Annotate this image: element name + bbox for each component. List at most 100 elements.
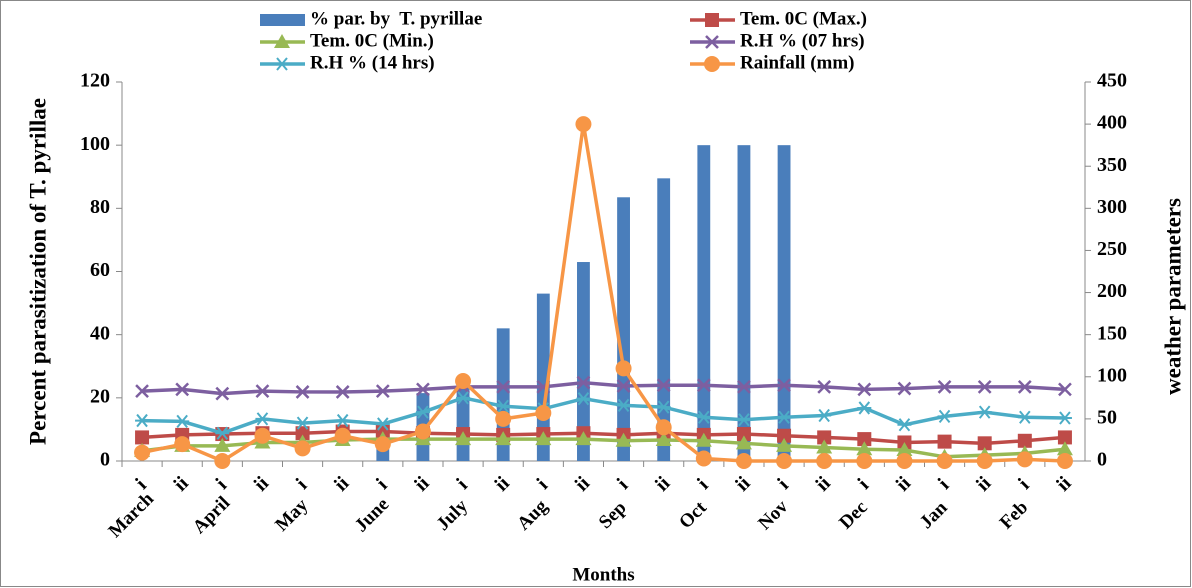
marker bbox=[294, 440, 311, 457]
marker bbox=[375, 417, 390, 431]
marker bbox=[776, 453, 793, 469]
marker bbox=[455, 372, 472, 389]
bar bbox=[577, 262, 590, 461]
bar bbox=[617, 197, 630, 461]
marker bbox=[857, 401, 872, 415]
x-axis-title: Months bbox=[572, 564, 634, 585]
marker bbox=[936, 453, 953, 469]
marker bbox=[495, 431, 512, 446]
y-tick-label: 60 bbox=[90, 259, 110, 281]
marker bbox=[655, 431, 672, 446]
marker bbox=[254, 427, 271, 444]
marker bbox=[857, 432, 872, 447]
y-tick-label: 100 bbox=[80, 133, 110, 155]
legend-label: Tem. 0C (Min.) bbox=[310, 30, 434, 51]
line bbox=[141, 437, 1066, 459]
marker bbox=[456, 391, 471, 405]
marker bbox=[134, 444, 151, 461]
marker bbox=[1017, 410, 1032, 424]
legend-swatch bbox=[260, 14, 305, 26]
y2-tick-label: 100 bbox=[1097, 364, 1127, 386]
marker bbox=[695, 450, 712, 467]
y2-tick-label: 300 bbox=[1097, 196, 1127, 218]
marker bbox=[1017, 380, 1032, 394]
marker bbox=[816, 439, 833, 454]
y-tick-label: 40 bbox=[90, 322, 110, 344]
marker bbox=[777, 410, 792, 424]
marker bbox=[857, 382, 872, 397]
marker bbox=[735, 453, 752, 469]
marker bbox=[455, 431, 472, 446]
y-tick-label: 80 bbox=[90, 196, 110, 218]
marker bbox=[976, 453, 993, 469]
marker bbox=[374, 436, 391, 453]
marker bbox=[495, 410, 512, 427]
y2-tick-label: 200 bbox=[1097, 280, 1127, 302]
marker bbox=[496, 399, 511, 413]
marker bbox=[705, 35, 719, 49]
marker bbox=[696, 378, 711, 393]
marker bbox=[704, 56, 720, 72]
marker bbox=[897, 381, 912, 396]
marker bbox=[1016, 451, 1033, 468]
marker bbox=[135, 413, 150, 428]
marker bbox=[1057, 411, 1072, 425]
bar bbox=[777, 145, 791, 461]
marker bbox=[576, 392, 591, 406]
marker bbox=[135, 430, 150, 445]
marker bbox=[135, 384, 149, 398]
marker bbox=[896, 453, 913, 469]
line-series bbox=[134, 116, 1073, 469]
marker bbox=[656, 378, 671, 393]
y2-tick-label: 250 bbox=[1097, 238, 1127, 260]
y-tick-label: 20 bbox=[90, 385, 110, 407]
marker bbox=[255, 384, 270, 398]
marker bbox=[274, 34, 290, 48]
marker bbox=[897, 418, 912, 432]
marker bbox=[616, 398, 631, 413]
marker bbox=[215, 386, 230, 401]
marker bbox=[215, 426, 230, 440]
bar bbox=[496, 328, 510, 461]
marker bbox=[655, 419, 672, 436]
marker bbox=[816, 453, 833, 469]
marker bbox=[817, 430, 832, 445]
marker bbox=[817, 380, 832, 394]
marker bbox=[896, 442, 913, 457]
marker bbox=[1058, 382, 1072, 397]
marker bbox=[616, 379, 631, 393]
marker bbox=[295, 416, 310, 430]
y-tick-label: 0 bbox=[100, 449, 110, 471]
marker bbox=[295, 385, 310, 399]
y2-tick-label: 450 bbox=[1097, 70, 1127, 92]
legend-label: R.H % (14 hrs) bbox=[310, 52, 435, 73]
y2-tick-label: 50 bbox=[1097, 406, 1117, 428]
marker bbox=[1056, 453, 1073, 469]
line bbox=[141, 380, 1066, 396]
marker bbox=[937, 380, 952, 394]
marker bbox=[615, 432, 632, 447]
marker bbox=[736, 427, 751, 442]
marker bbox=[416, 382, 430, 397]
marker bbox=[335, 413, 350, 428]
bar bbox=[657, 178, 671, 461]
marker bbox=[777, 378, 791, 393]
marker bbox=[295, 426, 310, 441]
marker bbox=[817, 408, 832, 423]
marker bbox=[737, 380, 751, 394]
y2-tick-label: 400 bbox=[1097, 112, 1127, 134]
marker bbox=[575, 431, 592, 446]
marker bbox=[695, 432, 712, 447]
legend-label: % par. by T. pyrillae bbox=[310, 8, 482, 29]
legend-label: Tem. 0C (Max.) bbox=[740, 8, 867, 29]
marker bbox=[175, 382, 190, 397]
y2-tick-label: 0 bbox=[1097, 449, 1107, 471]
marker bbox=[255, 412, 270, 426]
marker bbox=[576, 375, 591, 390]
legend-label: R.H % (07 hrs) bbox=[740, 30, 865, 51]
marker bbox=[736, 413, 751, 427]
marker bbox=[535, 431, 552, 446]
bar bbox=[697, 145, 711, 461]
